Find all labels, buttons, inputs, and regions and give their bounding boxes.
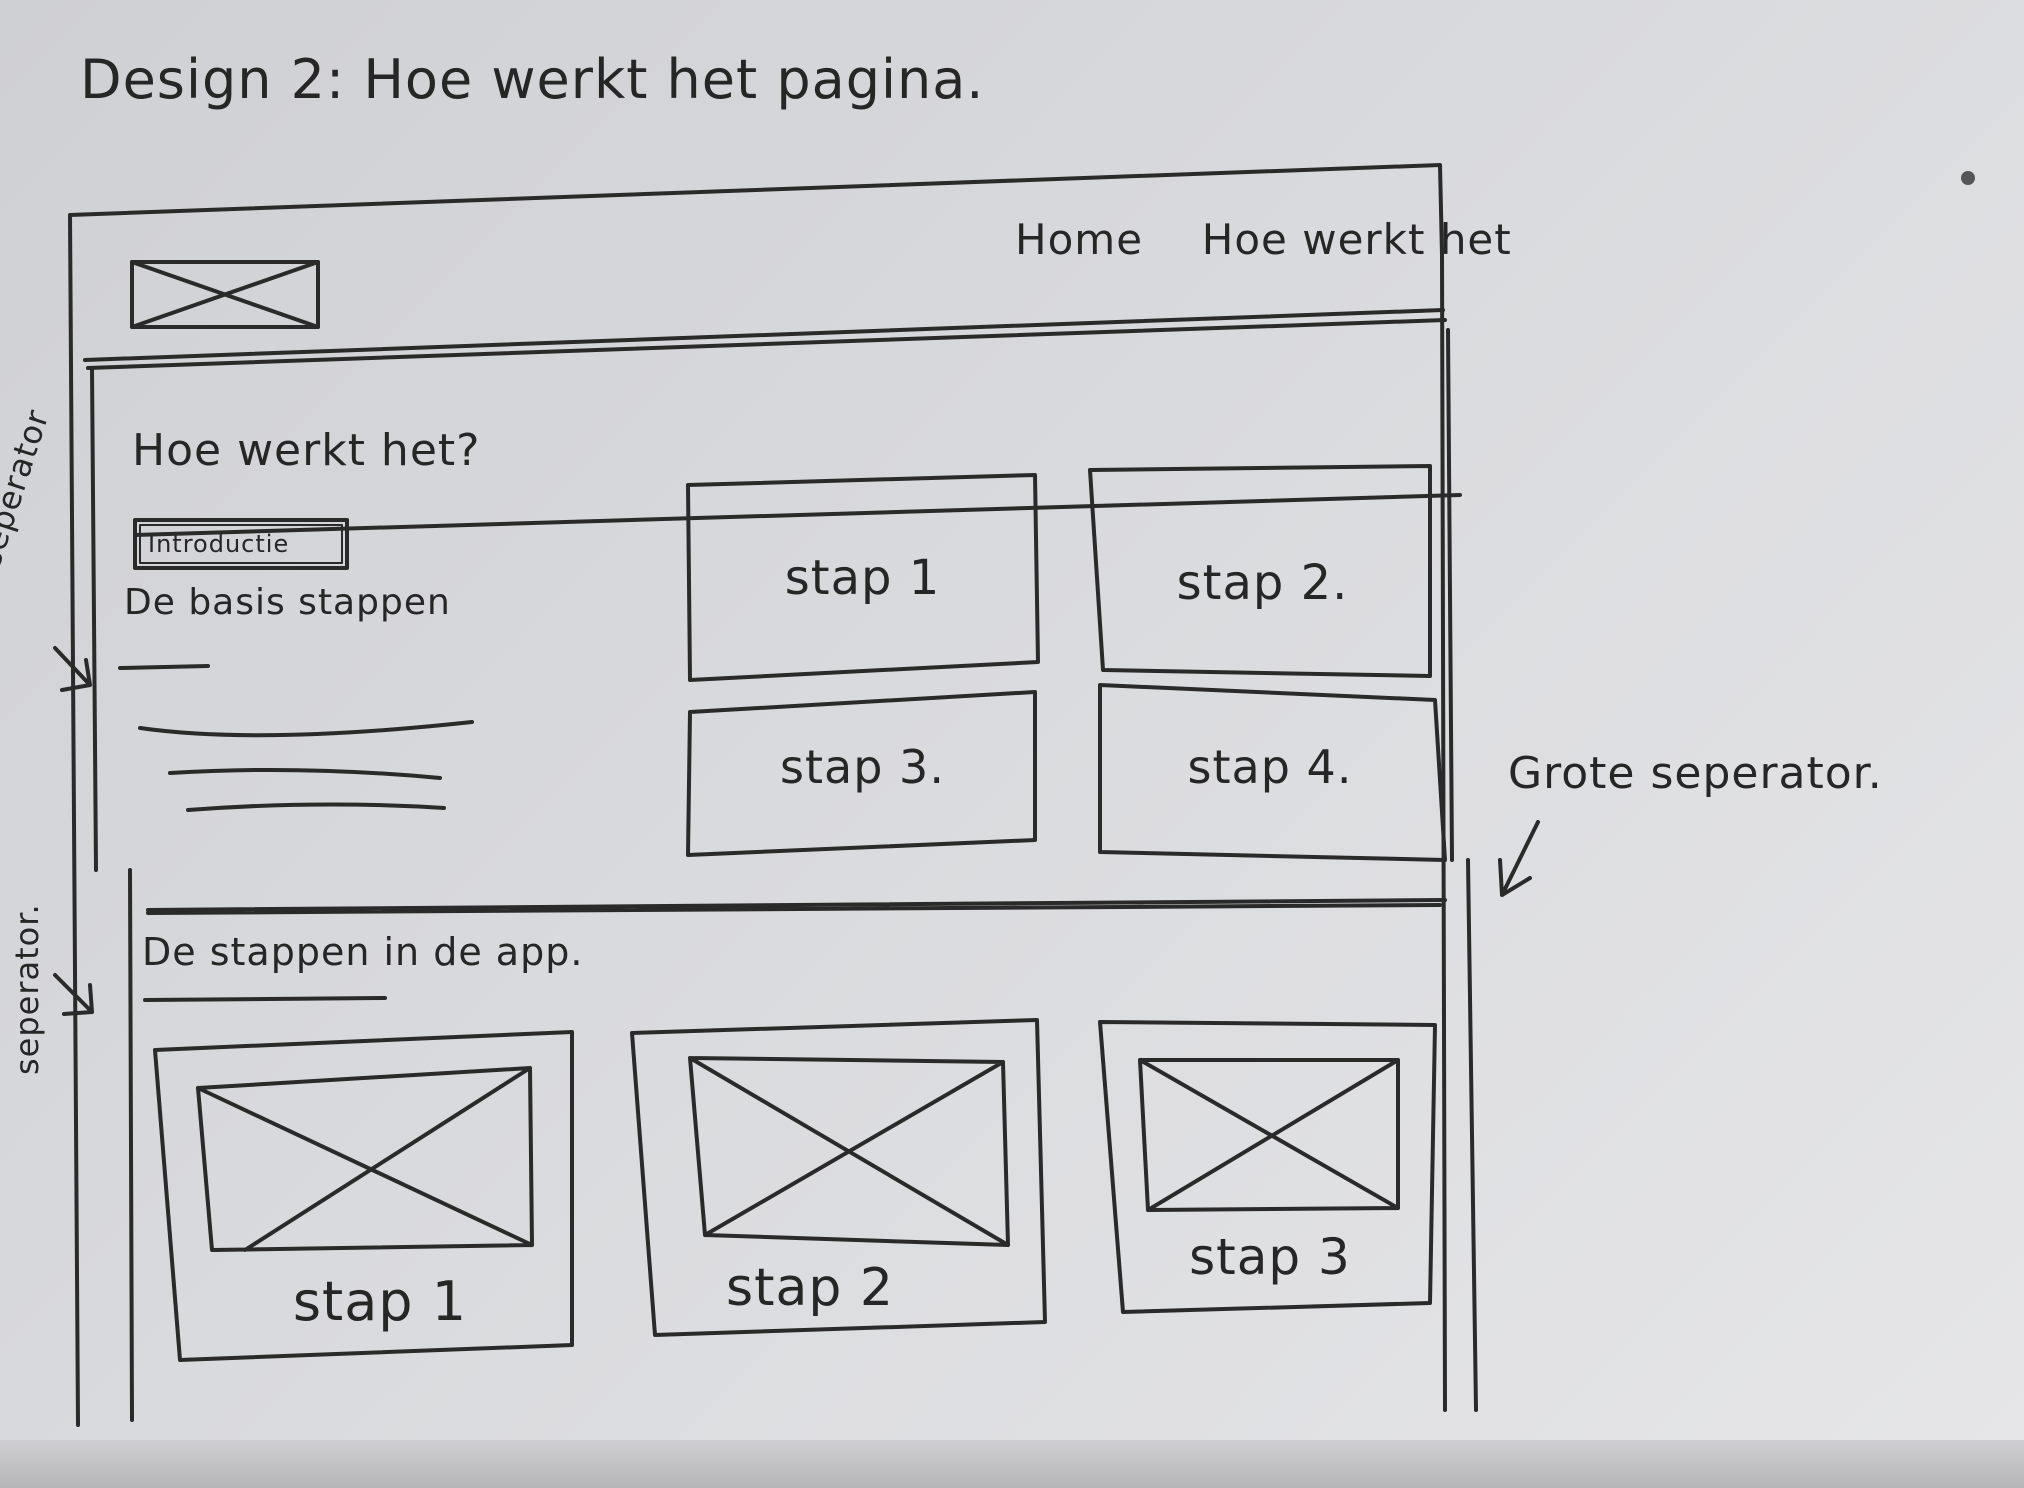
logo-placeholder-icon (130, 260, 320, 329)
nav-item-hoe-werkt-het[interactable]: Hoe werkt het (1201, 215, 1512, 264)
app-card-label-1[interactable]: stap 1 (292, 1270, 468, 1333)
intro-tag-box (133, 518, 349, 570)
nav-item-home[interactable]: Home (1015, 215, 1144, 264)
app-section-heading: De stappen in de app. (142, 930, 584, 974)
nav-bar: Home Hoe werkt het (1015, 215, 1512, 264)
app-card-label-3[interactable]: stap 3 (1189, 1228, 1351, 1286)
app-heading-underline (143, 996, 387, 1002)
app-card-image-placeholders (196, 1056, 1400, 1252)
intro-underline (118, 664, 210, 670)
step-grid-boxes (686, 464, 1447, 862)
arrow-down-left-icon (53, 973, 94, 1016)
pen-dot (1961, 171, 1975, 185)
content-right-wall (1446, 328, 1478, 1412)
intro-text-line-3 (186, 802, 446, 812)
annotation-grote-seperator: Grote seperator. (1508, 748, 1883, 799)
sheet-title: Design 2: Hoe werkt het pagina. (80, 48, 985, 111)
intro-heading: Hoe werkt het? (132, 425, 481, 476)
step-box-3[interactable]: stap 3. (780, 740, 945, 794)
content-left-wall (90, 366, 134, 1422)
seperator-line-top (133, 493, 1462, 537)
arrow-down-left-icon (53, 646, 92, 692)
step-box-1[interactable]: stap 1 (784, 550, 941, 606)
intro-text-line-2 (168, 767, 442, 780)
app-card-label-2[interactable]: stap 2 (726, 1258, 894, 1318)
grote-seperator-line (146, 898, 1447, 915)
annotation-seperator-bottom: seperator. (8, 903, 46, 1075)
app-card-frames (153, 1018, 1437, 1362)
arrow-down-left-icon (1498, 820, 1540, 897)
hero-top-line (86, 318, 1447, 370)
paper-edge (0, 1440, 2024, 1488)
intro-text-line-1 (138, 720, 474, 738)
header-divider (83, 308, 1445, 362)
intro-tag: Introductie (148, 530, 290, 558)
intro-subheading: De basis stappen (124, 582, 451, 623)
step-box-4[interactable]: stap 4. (1187, 740, 1353, 794)
step-box-2[interactable]: stap 2. (1176, 555, 1349, 611)
